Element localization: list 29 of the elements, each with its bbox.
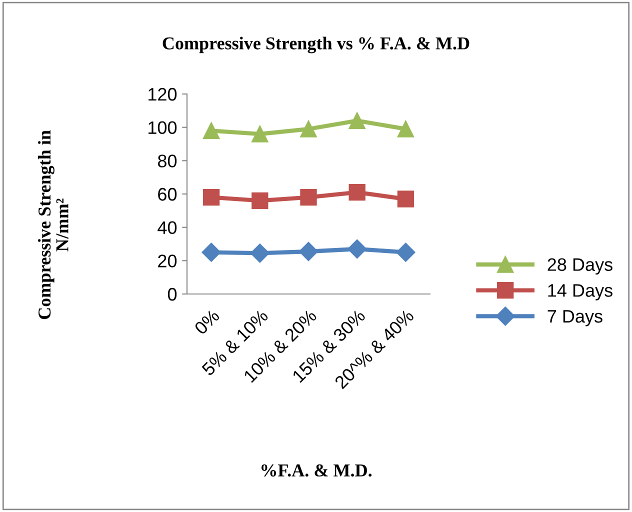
point [300, 189, 317, 206]
y-tick-label: 100 [148, 121, 177, 134]
y-tick-label: 120 [148, 88, 177, 101]
point [397, 120, 414, 138]
point [348, 112, 366, 129]
point [252, 126, 268, 142]
y-tick-label: 60 [158, 188, 177, 201]
y-tick-label: 20 [158, 254, 177, 268]
y-tick-label: 40 [158, 221, 177, 234]
point [397, 190, 414, 208]
point [348, 239, 367, 259]
point [202, 189, 220, 206]
point [252, 192, 268, 209]
point [396, 242, 416, 262]
y-axis-title: Compressive Strength in N/mm² [38, 130, 68, 320]
x-tick-label: 0% [194, 308, 220, 336]
legend-label: 28 Days [548, 258, 612, 275]
legend-label: 7 Days [548, 310, 602, 326]
point [300, 120, 317, 138]
x-axis-title: %F.A. & M.D. [262, 464, 372, 477]
legend-label: 14 Days [548, 284, 612, 300]
point [298, 242, 318, 262]
point [348, 184, 366, 201]
point [202, 242, 221, 262]
y-tick-label: 0 [168, 288, 177, 301]
point [202, 122, 220, 139]
y-tick-label: 80 [158, 154, 177, 168]
point [250, 244, 270, 263]
chart-title: Compressive Strength vs % F.A. & M.D [162, 36, 470, 54]
